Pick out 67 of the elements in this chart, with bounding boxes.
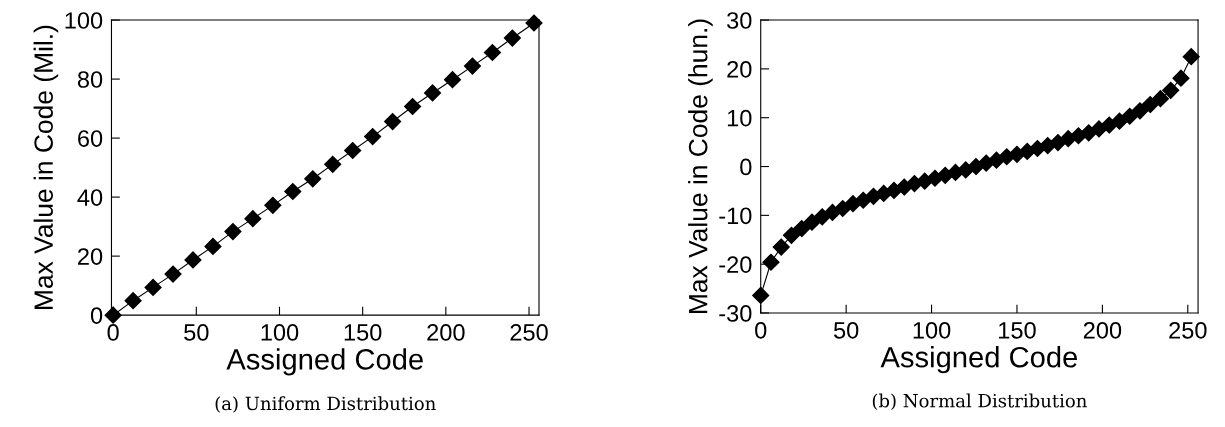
x-axis-title: Assigned Code xyxy=(226,348,423,376)
point xyxy=(224,223,242,241)
y-axis-title: Max Value in Code (hun.) xyxy=(688,19,713,313)
y-axis-title: Max Value in Code (Mil.) xyxy=(33,25,59,309)
x-tick-label: 50 xyxy=(184,324,209,341)
point xyxy=(793,219,811,238)
x-tick-label: 150 xyxy=(344,324,382,341)
point xyxy=(772,238,790,256)
x-tick-label: 250 xyxy=(1169,321,1207,339)
x-tick-label: 0 xyxy=(107,324,119,341)
y-tick-label: -30 xyxy=(719,305,752,322)
point xyxy=(404,97,422,116)
y-tick-label: 30 xyxy=(727,12,752,29)
point xyxy=(803,213,821,231)
point xyxy=(184,251,202,269)
point xyxy=(483,43,501,62)
x-tick-label: 200 xyxy=(427,324,465,341)
point xyxy=(782,226,801,244)
y-tick-label: 20 xyxy=(78,248,103,265)
point xyxy=(244,210,262,228)
y-tick-label: 20 xyxy=(727,60,752,78)
point xyxy=(344,141,362,160)
x-tick-label: 50 xyxy=(833,321,859,339)
x-tick-label: 200 xyxy=(1083,321,1122,339)
point xyxy=(463,57,482,75)
point xyxy=(364,128,382,146)
y-tick-label: 80 xyxy=(77,71,103,88)
y-tick-label: 100 xyxy=(65,12,103,29)
point xyxy=(443,71,462,89)
point xyxy=(384,113,402,131)
x-tick-label: 250 xyxy=(510,324,548,341)
text: (b) Normal Distribution xyxy=(872,393,1087,411)
point xyxy=(1141,95,1159,114)
y-tick-label: -10 xyxy=(719,207,752,225)
point xyxy=(1110,112,1129,130)
point xyxy=(762,253,780,271)
text: (a) Uniform Distribution xyxy=(215,396,436,413)
y-tick-label: 60 xyxy=(78,130,103,147)
point xyxy=(1182,48,1200,66)
point xyxy=(423,84,442,102)
point xyxy=(967,157,985,176)
y-tick-label: 0 xyxy=(90,307,103,324)
point xyxy=(324,155,342,173)
y-tick-label: -20 xyxy=(719,256,752,273)
point xyxy=(834,199,852,218)
point xyxy=(264,196,282,214)
y-tick-label: 10 xyxy=(727,109,752,127)
point xyxy=(124,292,142,310)
point xyxy=(1121,107,1139,125)
point xyxy=(1151,90,1170,108)
point xyxy=(1049,134,1067,152)
point xyxy=(304,170,322,188)
y-tick-label: 0 xyxy=(740,158,752,176)
point xyxy=(284,182,302,201)
x-tick-label: 100 xyxy=(913,321,951,339)
point xyxy=(144,278,162,296)
point xyxy=(164,265,182,283)
point xyxy=(1172,69,1190,87)
point xyxy=(503,29,521,47)
y-tick-label: 40 xyxy=(77,189,103,206)
x-tick-label: 0 xyxy=(755,321,767,339)
point xyxy=(204,237,222,255)
x-axis-title: Assigned Code xyxy=(880,346,1077,374)
x-tick-label: 100 xyxy=(261,324,299,341)
point xyxy=(1162,81,1180,99)
point xyxy=(1131,102,1149,120)
x-tick-label: 150 xyxy=(999,321,1036,339)
